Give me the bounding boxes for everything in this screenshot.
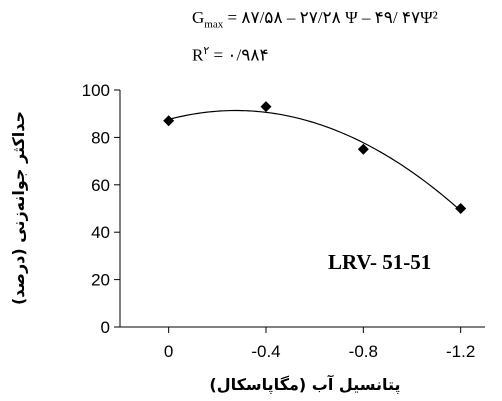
data-point-marker bbox=[455, 203, 467, 214]
r-squared-superscript: ۲ bbox=[203, 45, 210, 57]
plot-area: 0 20 40 60 80 100 0 -0.4 -0.8 -1.2 bbox=[82, 81, 485, 361]
x-tick-label: -1.2 bbox=[446, 342, 475, 361]
data-point-marker bbox=[163, 115, 175, 127]
equation-lhs: G bbox=[192, 8, 205, 27]
cultivar-label: LRV- 51-51 bbox=[328, 250, 431, 274]
y-axis-title: حداکثر جوانه‌زنی (درصد) bbox=[9, 111, 28, 305]
data-point-marker bbox=[260, 101, 272, 113]
regression-equation: Gmax = ۸۷/۵۸ – ۲۷/۲۸ Ψ – ۴۹/ ۴۷Ψ² bbox=[192, 8, 438, 30]
y-tick-label: 40 bbox=[91, 223, 110, 242]
data-point-marker bbox=[357, 143, 369, 155]
y-tick-label: 80 bbox=[91, 128, 110, 147]
r-squared-symbol: R bbox=[192, 45, 204, 65]
y-tick-label: 0 bbox=[101, 318, 110, 337]
x-tick-label: -0.4 bbox=[251, 342, 280, 361]
y-tick-label: 100 bbox=[82, 81, 110, 100]
equation-lhs-subscript: max bbox=[204, 18, 224, 31]
x-ticks: 0 -0.4 -0.8 -1.2 bbox=[164, 327, 475, 361]
y-tick-label: 60 bbox=[91, 176, 110, 195]
trendline-curve bbox=[168, 109, 462, 212]
y-tick-label: 20 bbox=[91, 271, 110, 290]
r-squared-value: = ۰/۹۸۴ bbox=[209, 45, 269, 65]
y-ticks: 0 20 40 60 80 100 bbox=[82, 81, 120, 337]
equation-rhs: = ۸۷/۵۸ – ۲۷/۲۸ Ψ – ۴۹/ ۴۷Ψ² bbox=[223, 8, 438, 27]
x-axis-title: پتانسیل آب (مگاپاسکال) bbox=[209, 374, 400, 395]
x-tick-label: -0.8 bbox=[349, 342, 378, 361]
data-points bbox=[163, 101, 467, 214]
r-squared-label: R۲ = ۰/۹۸۴ bbox=[192, 44, 269, 66]
x-tick-label: 0 bbox=[164, 342, 173, 361]
